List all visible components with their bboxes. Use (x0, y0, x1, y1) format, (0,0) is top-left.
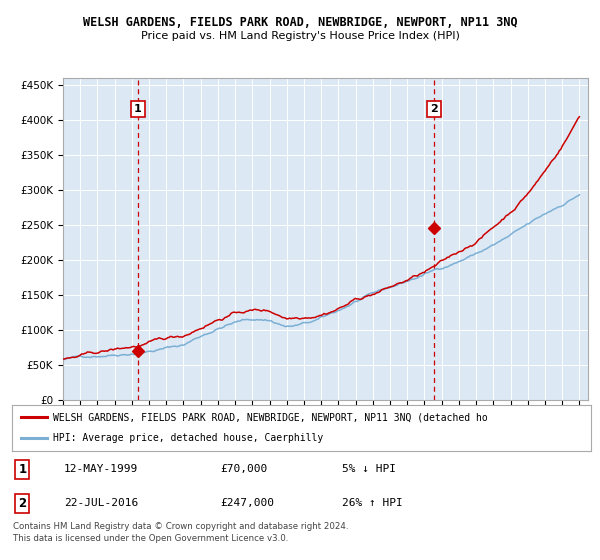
Text: 5% ↓ HPI: 5% ↓ HPI (342, 464, 396, 474)
Text: 1: 1 (134, 104, 142, 114)
Text: 22-JUL-2016: 22-JUL-2016 (64, 498, 139, 508)
Text: 2: 2 (19, 497, 26, 510)
Text: Price paid vs. HM Land Registry's House Price Index (HPI): Price paid vs. HM Land Registry's House … (140, 31, 460, 41)
Text: HPI: Average price, detached house, Caerphilly: HPI: Average price, detached house, Caer… (53, 433, 323, 444)
Text: 1: 1 (19, 463, 26, 475)
Text: £70,000: £70,000 (220, 464, 268, 474)
Text: 26% ↑ HPI: 26% ↑ HPI (342, 498, 403, 508)
Text: WELSH GARDENS, FIELDS PARK ROAD, NEWBRIDGE, NEWPORT, NP11 3NQ (detached ho: WELSH GARDENS, FIELDS PARK ROAD, NEWBRID… (53, 412, 487, 422)
Text: 2: 2 (430, 104, 438, 114)
Text: WELSH GARDENS, FIELDS PARK ROAD, NEWBRIDGE, NEWPORT, NP11 3NQ: WELSH GARDENS, FIELDS PARK ROAD, NEWBRID… (83, 16, 517, 29)
Text: 12-MAY-1999: 12-MAY-1999 (64, 464, 139, 474)
Text: £247,000: £247,000 (220, 498, 274, 508)
Text: Contains HM Land Registry data © Crown copyright and database right 2024.
This d: Contains HM Land Registry data © Crown c… (13, 522, 349, 543)
